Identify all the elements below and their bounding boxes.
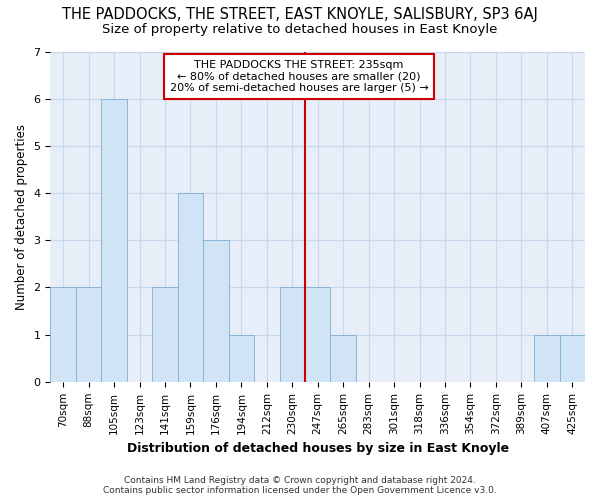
Bar bbox=[560, 334, 585, 382]
Text: Contains HM Land Registry data © Crown copyright and database right 2024.
Contai: Contains HM Land Registry data © Crown c… bbox=[103, 476, 497, 495]
Bar bbox=[50, 288, 76, 382]
Bar bbox=[76, 288, 101, 382]
Bar bbox=[152, 288, 178, 382]
Bar bbox=[101, 98, 127, 382]
Bar bbox=[229, 334, 254, 382]
Bar bbox=[280, 288, 305, 382]
Bar bbox=[178, 193, 203, 382]
X-axis label: Distribution of detached houses by size in East Knoyle: Distribution of detached houses by size … bbox=[127, 442, 509, 455]
Bar bbox=[305, 288, 331, 382]
Bar bbox=[203, 240, 229, 382]
Text: Size of property relative to detached houses in East Knoyle: Size of property relative to detached ho… bbox=[103, 22, 497, 36]
Text: THE PADDOCKS, THE STREET, EAST KNOYLE, SALISBURY, SP3 6AJ: THE PADDOCKS, THE STREET, EAST KNOYLE, S… bbox=[62, 8, 538, 22]
Text: THE PADDOCKS THE STREET: 235sqm
← 80% of detached houses are smaller (20)
20% of: THE PADDOCKS THE STREET: 235sqm ← 80% of… bbox=[170, 60, 428, 93]
Bar bbox=[534, 334, 560, 382]
Y-axis label: Number of detached properties: Number of detached properties bbox=[15, 124, 28, 310]
Bar bbox=[331, 334, 356, 382]
